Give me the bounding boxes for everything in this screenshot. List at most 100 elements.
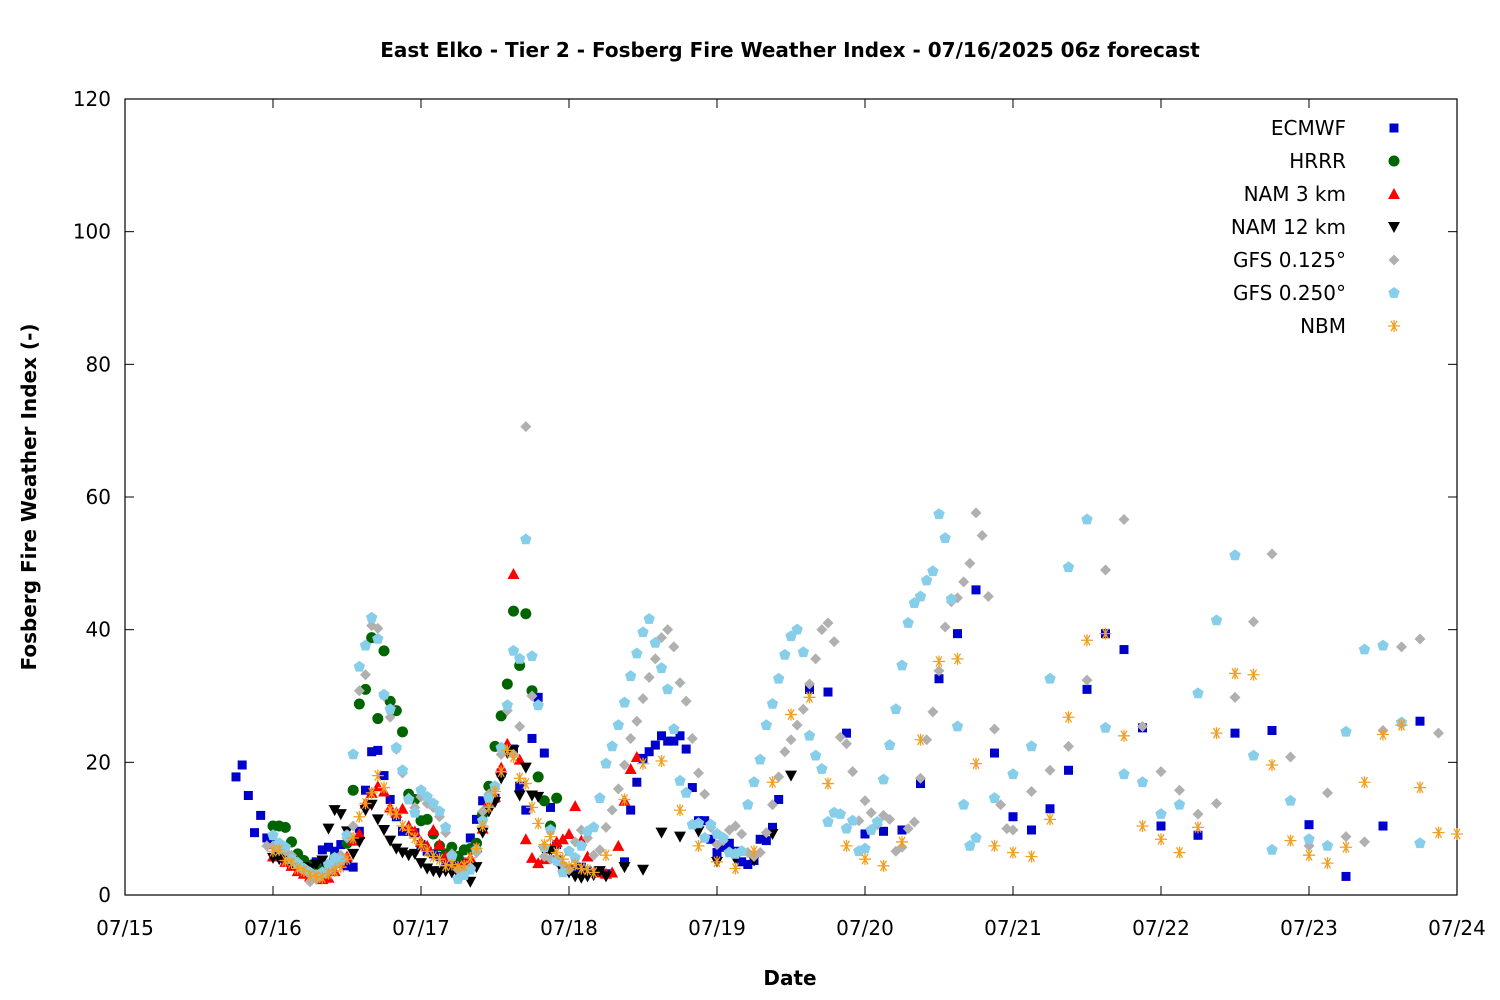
point-gfs-0-250 <box>1284 794 1297 806</box>
point-gfs-0-125 <box>625 732 637 744</box>
point-ecmwf <box>761 836 771 846</box>
point-gfs-0-250 <box>606 740 618 752</box>
legend-item-gfs-0-125: GFS 0.125° <box>1233 248 1400 272</box>
point-gfs-0-125 <box>477 805 489 817</box>
legend-item-nbm: NBM <box>1300 314 1400 338</box>
point-gfs-0-250 <box>1007 768 1019 780</box>
point-gfs-0-250 <box>692 817 705 829</box>
point-gfs-0-250 <box>933 508 945 520</box>
point-nbm <box>1081 634 1093 647</box>
point-ecmwf <box>478 796 488 806</box>
point-hrrr <box>446 841 458 853</box>
point-gfs-0-125 <box>612 783 624 795</box>
point-gfs-0-125 <box>976 529 988 541</box>
legend-item-hrrr: HRRR <box>1289 149 1400 173</box>
point-gfs-0-250 <box>631 647 643 659</box>
point-nbm <box>519 777 532 790</box>
point-ecmwf <box>774 794 784 804</box>
point-ecmwf <box>379 771 389 781</box>
point-gfs-0-250 <box>637 626 649 638</box>
point-ecmwf <box>953 629 962 639</box>
point-ecmwf <box>1045 804 1055 814</box>
point-gfs-0-125 <box>588 849 600 861</box>
point-gfs-0-125 <box>1007 824 1019 836</box>
point-gfs-0-250 <box>816 762 828 774</box>
point-gfs-0-125 <box>865 807 877 819</box>
point-nbm <box>1136 820 1149 833</box>
point-nbm <box>495 765 508 778</box>
point-gfs-0-125 <box>816 624 828 636</box>
point-nbm <box>1229 667 1241 680</box>
point-gfs-0-125 <box>958 576 970 588</box>
point-nbm <box>458 859 471 872</box>
point-ecmwf <box>1193 830 1203 840</box>
point-gfs-0-125 <box>668 641 680 653</box>
point-gfs-0-250 <box>1210 614 1223 626</box>
point-nbm <box>538 838 551 851</box>
point-nbm <box>1044 813 1056 826</box>
point-ecmwf <box>706 834 716 844</box>
point-gfs-0-125 <box>384 711 396 723</box>
point-ecmwf <box>348 862 358 872</box>
point-gfs-0-250 <box>957 798 970 810</box>
point-gfs-0-250 <box>1062 561 1075 573</box>
point-gfs-0-125 <box>1285 751 1296 763</box>
point-nbm <box>1247 668 1260 681</box>
point-gfs-0-250 <box>594 792 606 804</box>
legend-label: NBM <box>1300 314 1346 338</box>
point-hrrr <box>347 784 359 796</box>
point-nam-12-km <box>347 848 360 860</box>
point-nam-12-km <box>655 827 668 839</box>
point-ecmwf <box>527 733 537 743</box>
legend-marker-gfs-0-125 <box>1388 254 1400 266</box>
data-series <box>231 421 1463 888</box>
point-gfs-0-125 <box>1081 674 1093 686</box>
point-gfs-0-125 <box>1026 786 1037 798</box>
point-gfs-0-250 <box>396 764 409 776</box>
point-ecmwf <box>632 777 642 787</box>
point-nbm <box>464 851 477 864</box>
point-gfs-0-125 <box>1396 641 1407 653</box>
point-nam-12-km <box>322 823 335 835</box>
y-tick-label: 0 <box>98 883 111 907</box>
x-tick-label: 07/15 <box>96 916 154 940</box>
point-gfs-0-250 <box>1414 837 1426 849</box>
point-nbm <box>482 801 495 814</box>
point-gfs-0-125 <box>779 746 791 758</box>
x-tick-label: 07/24 <box>1428 916 1486 940</box>
legend-item-gfs-0-250: GFS 0.250° <box>1233 281 1400 305</box>
point-gfs-0-125 <box>884 813 896 825</box>
point-gfs-0-250 <box>1099 721 1112 733</box>
point-nbm <box>279 854 292 867</box>
point-gfs-0-250 <box>859 842 871 854</box>
x-tick-label: 07/19 <box>688 916 746 940</box>
point-gfs-0-125 <box>736 828 748 840</box>
point-nam-3-km <box>556 833 569 845</box>
point-ecmwf <box>1267 725 1277 735</box>
point-nbm <box>513 772 526 785</box>
point-nam-12-km <box>353 836 366 848</box>
point-nam-12-km <box>384 835 397 847</box>
legend-item-nam-12-km: NAM 12 km <box>1231 215 1400 239</box>
point-gfs-0-125 <box>1340 831 1352 843</box>
point-nam-3-km <box>624 762 637 774</box>
point-nbm <box>526 801 538 814</box>
legend-marker-hrrr <box>1388 155 1400 167</box>
point-nbm <box>674 804 686 817</box>
point-ecmwf <box>1230 728 1240 738</box>
point-gfs-0-125 <box>360 669 371 681</box>
point-gfs-0-250 <box>822 816 834 827</box>
point-nbm <box>803 691 816 704</box>
point-gfs-0-250 <box>643 613 655 624</box>
point-gfs-0-125 <box>785 734 797 746</box>
point-ecmwf <box>515 781 525 791</box>
point-ecmwf <box>700 816 710 826</box>
point-gfs-0-125 <box>908 816 920 828</box>
point-ecmwf <box>231 772 241 782</box>
point-nbm <box>476 820 489 833</box>
point-gfs-0-250 <box>1192 687 1204 699</box>
point-nbm <box>310 870 323 883</box>
point-gfs-0-125 <box>674 677 686 689</box>
point-nbm <box>470 842 483 855</box>
point-gfs-0-125 <box>637 693 649 705</box>
